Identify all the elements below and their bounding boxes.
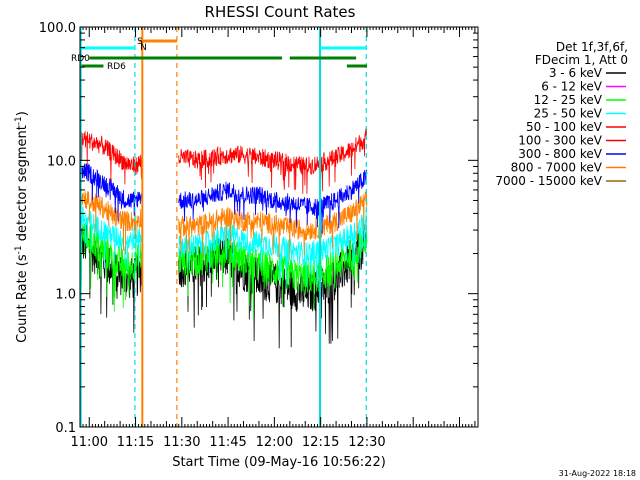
series-trace [79, 190, 143, 255]
series-trace [178, 227, 368, 318]
y-tick-label: 1.0 [55, 288, 76, 303]
chart-title: RHESSI Count Rates [205, 3, 356, 21]
legend-entry-label: 6 - 12 keV [541, 80, 603, 94]
time-markers [79, 27, 367, 427]
series-trace [79, 206, 143, 270]
legend-entry-label: 12 - 25 keV [534, 93, 603, 107]
y-axis-label-sup1: -1 [14, 245, 24, 254]
x-axis-ticks: 11:00 11:15 11:30 11:45 12:00 12:15 12:30 [71, 27, 479, 450]
y-tick-label: 0.1 [55, 421, 76, 436]
y-tick-label: 100.0 [39, 21, 76, 36]
y-axis-label-sup2: -1 [14, 116, 24, 125]
x-axis-label: Start Time (09-May-16 10:56:22) [172, 455, 386, 470]
rd6-label: RD6 [107, 62, 126, 72]
x-tick-label: 11:30 [163, 435, 200, 450]
series-trace [178, 128, 368, 194]
series-layer [79, 128, 368, 349]
y-axis-label: Count Rate (s-1 detector segment-1) [14, 111, 30, 343]
plot-frame [79, 26, 479, 428]
x-tick-label: 12:15 [302, 435, 339, 450]
series-trace [178, 169, 368, 234]
legend: Det 1f,3f,6f, FDecim 1, Att 0 3 - 6 keV6… [495, 40, 628, 188]
series-trace [79, 131, 143, 185]
night-label: N [140, 43, 147, 53]
y-axis-label-main: Count Rate (s [15, 254, 30, 343]
legend-header-detectors: Det 1f,3f,6f, [556, 40, 628, 54]
legend-entry-label: 800 - 7000 keV [511, 161, 603, 175]
legend-entry-label: 100 - 300 keV [518, 134, 602, 148]
x-tick-label: 12:30 [348, 435, 385, 450]
legend-entry-label: 300 - 800 keV [518, 147, 602, 161]
x-tick-label: 11:00 [71, 435, 108, 450]
x-tick-label: 12:00 [256, 435, 293, 450]
footer-date: 31-Aug-2022 18:18 [559, 469, 636, 478]
series-trace [178, 191, 368, 261]
saa-label: S [137, 37, 143, 47]
y-axis-ticks: 0.1 1.0 10.0 100.0 [39, 21, 478, 436]
legend-entry-label: 25 - 50 keV [534, 107, 603, 121]
legend-entry-label: 7000 - 15000 keV [495, 174, 602, 188]
y-axis-label-mid: detector segment [15, 125, 30, 245]
legend-header-decimation: FDecim 1, Att 0 [535, 53, 628, 67]
legend-entry-label: 3 - 6 keV [549, 66, 603, 80]
state-indicators: SN RD0 RD6 [71, 37, 367, 72]
legend-entry-label: 50 - 100 keV [526, 120, 603, 134]
rd0-label: RD0 [71, 54, 90, 64]
x-tick-label: 11:45 [209, 435, 246, 450]
x-tick-label: 11:15 [117, 435, 154, 450]
y-tick-label: 10.0 [47, 154, 76, 169]
y-axis-label-end: ) [15, 111, 30, 116]
